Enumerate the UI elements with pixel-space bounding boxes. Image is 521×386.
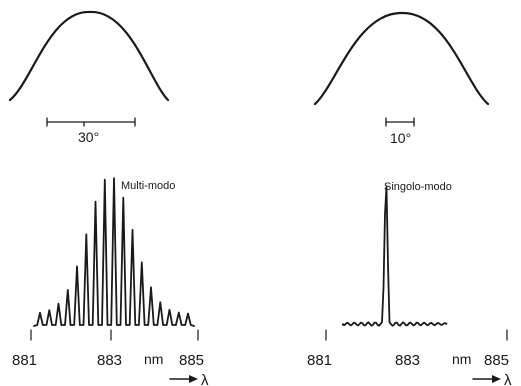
wavelength-arrow-right [472, 375, 501, 383]
wavelength-arrow-left [169, 375, 198, 383]
beam-profile-singlemode: 10° [313, 11, 490, 146]
spectrum-trace-singlemode [342, 186, 448, 327]
x-axis-ticks-multi [30, 329, 199, 341]
angle-label-left: 30° [78, 129, 99, 145]
beam-profile-multimode: 30° [8, 10, 170, 145]
x-axis-ticks-single [325, 329, 508, 341]
beam-profile-curve-right [313, 11, 490, 106]
tick-label-885-left: 885 [179, 352, 204, 369]
tick-label-885-right: 885 [484, 352, 509, 369]
tick-label-883-left: 883 [97, 352, 122, 369]
angle-scale-left [46, 117, 136, 127]
unit-label-right: nm [452, 351, 471, 367]
spectrum-trace-multimode [33, 177, 195, 327]
tick-label-881-right: 881 [307, 352, 332, 369]
angle-scale-right [385, 117, 415, 127]
unit-label-left: nm [144, 351, 163, 367]
tick-label-881-left: 881 [12, 352, 37, 369]
spectrum-multimode: Multi-modo 881 883 nm 885 λ [12, 177, 209, 386]
angle-label-right: 10° [390, 130, 411, 146]
tick-label-883-right: 883 [395, 352, 420, 369]
lambda-symbol-right: λ [504, 372, 512, 386]
mode-label-single: Singolo-modo [384, 181, 452, 193]
spectrum-singlemode: Singolo-modo 881 883 nm 885 λ [307, 181, 512, 386]
lambda-symbol-left: λ [201, 372, 209, 386]
beam-profile-curve-left [8, 10, 170, 102]
mode-label-multi: Multi-modo [121, 180, 175, 192]
